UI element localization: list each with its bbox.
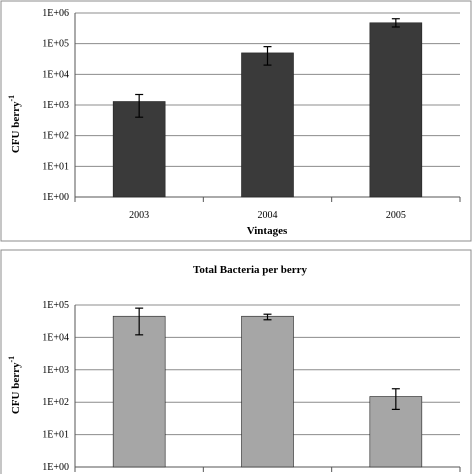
chart-1-xlabel: Vintages [247,225,288,237]
y-tick-label: 1E+01 [42,161,69,172]
bar [241,315,294,468]
y-tick-label: 1E+02 [42,397,69,408]
chart-1-ylabel: CFU berry-1 [7,95,22,153]
bar [241,52,294,198]
y-tick-label: 1E+06 [42,8,69,19]
y-tick-label: 1E+05 [42,300,69,311]
chart-1-plot: 1E+00 1E+01 1E+02 1E+03 1E+04 1E+05 1E+06 2003 2… [42,8,461,221]
y-tick-label: 1E+00 [42,462,69,473]
chart-2-ylabel: CFU berry-1 [7,356,22,414]
y-tick-label: 1E+02 [42,131,69,142]
y-tick-label: 1E+01 [42,430,69,441]
bar [112,315,166,468]
y-tick-label: 1E+04 [42,332,69,343]
y-tick-label: 1E+03 [42,100,69,111]
x-tick-label: 2003 [129,210,149,221]
chart-2-plot: 1E+00 1E+01 1E+02 1E+03 1E+04 1E+05 [42,300,461,473]
x-tick-label: 2005 [386,210,406,221]
y-tick-label: 1E+04 [42,69,69,80]
y-tick-label: 1E+00 [42,192,69,203]
y-tick-label: 1E+05 [42,39,69,50]
y-tick-label: 1E+03 [42,365,69,376]
chart-2-title: Total Bacteria per berry [193,264,307,276]
bar [369,22,423,198]
x-tick-label: 2004 [258,210,278,221]
